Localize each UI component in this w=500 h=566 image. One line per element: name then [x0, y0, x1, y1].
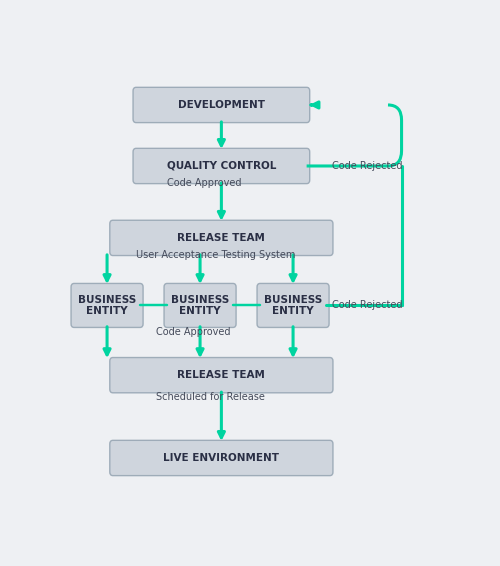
- FancyBboxPatch shape: [133, 87, 310, 123]
- Text: DEVELOPMENT: DEVELOPMENT: [178, 100, 265, 110]
- FancyBboxPatch shape: [110, 358, 333, 393]
- Text: Code Rejected: Code Rejected: [332, 161, 402, 171]
- FancyBboxPatch shape: [257, 284, 329, 328]
- Text: QUALITY CONTROL: QUALITY CONTROL: [166, 161, 276, 171]
- FancyBboxPatch shape: [110, 440, 333, 475]
- Text: User Acceptance Testing System: User Acceptance Testing System: [136, 250, 296, 260]
- FancyBboxPatch shape: [133, 148, 310, 183]
- Text: Code Approved: Code Approved: [167, 178, 242, 188]
- Text: Code Approved: Code Approved: [156, 327, 230, 337]
- Text: Scheduled for Release: Scheduled for Release: [156, 392, 264, 402]
- Text: BUSINESS
ENTITY: BUSINESS ENTITY: [78, 295, 136, 316]
- FancyBboxPatch shape: [110, 220, 333, 255]
- Text: RELEASE TEAM: RELEASE TEAM: [178, 233, 266, 243]
- Text: Code Rejected: Code Rejected: [332, 301, 402, 310]
- Text: BUSINESS
ENTITY: BUSINESS ENTITY: [264, 295, 322, 316]
- Text: RELEASE TEAM: RELEASE TEAM: [178, 370, 266, 380]
- Text: BUSINESS
ENTITY: BUSINESS ENTITY: [171, 295, 229, 316]
- FancyBboxPatch shape: [71, 284, 143, 328]
- FancyBboxPatch shape: [164, 284, 236, 328]
- Text: LIVE ENVIRONMENT: LIVE ENVIRONMENT: [164, 453, 280, 463]
